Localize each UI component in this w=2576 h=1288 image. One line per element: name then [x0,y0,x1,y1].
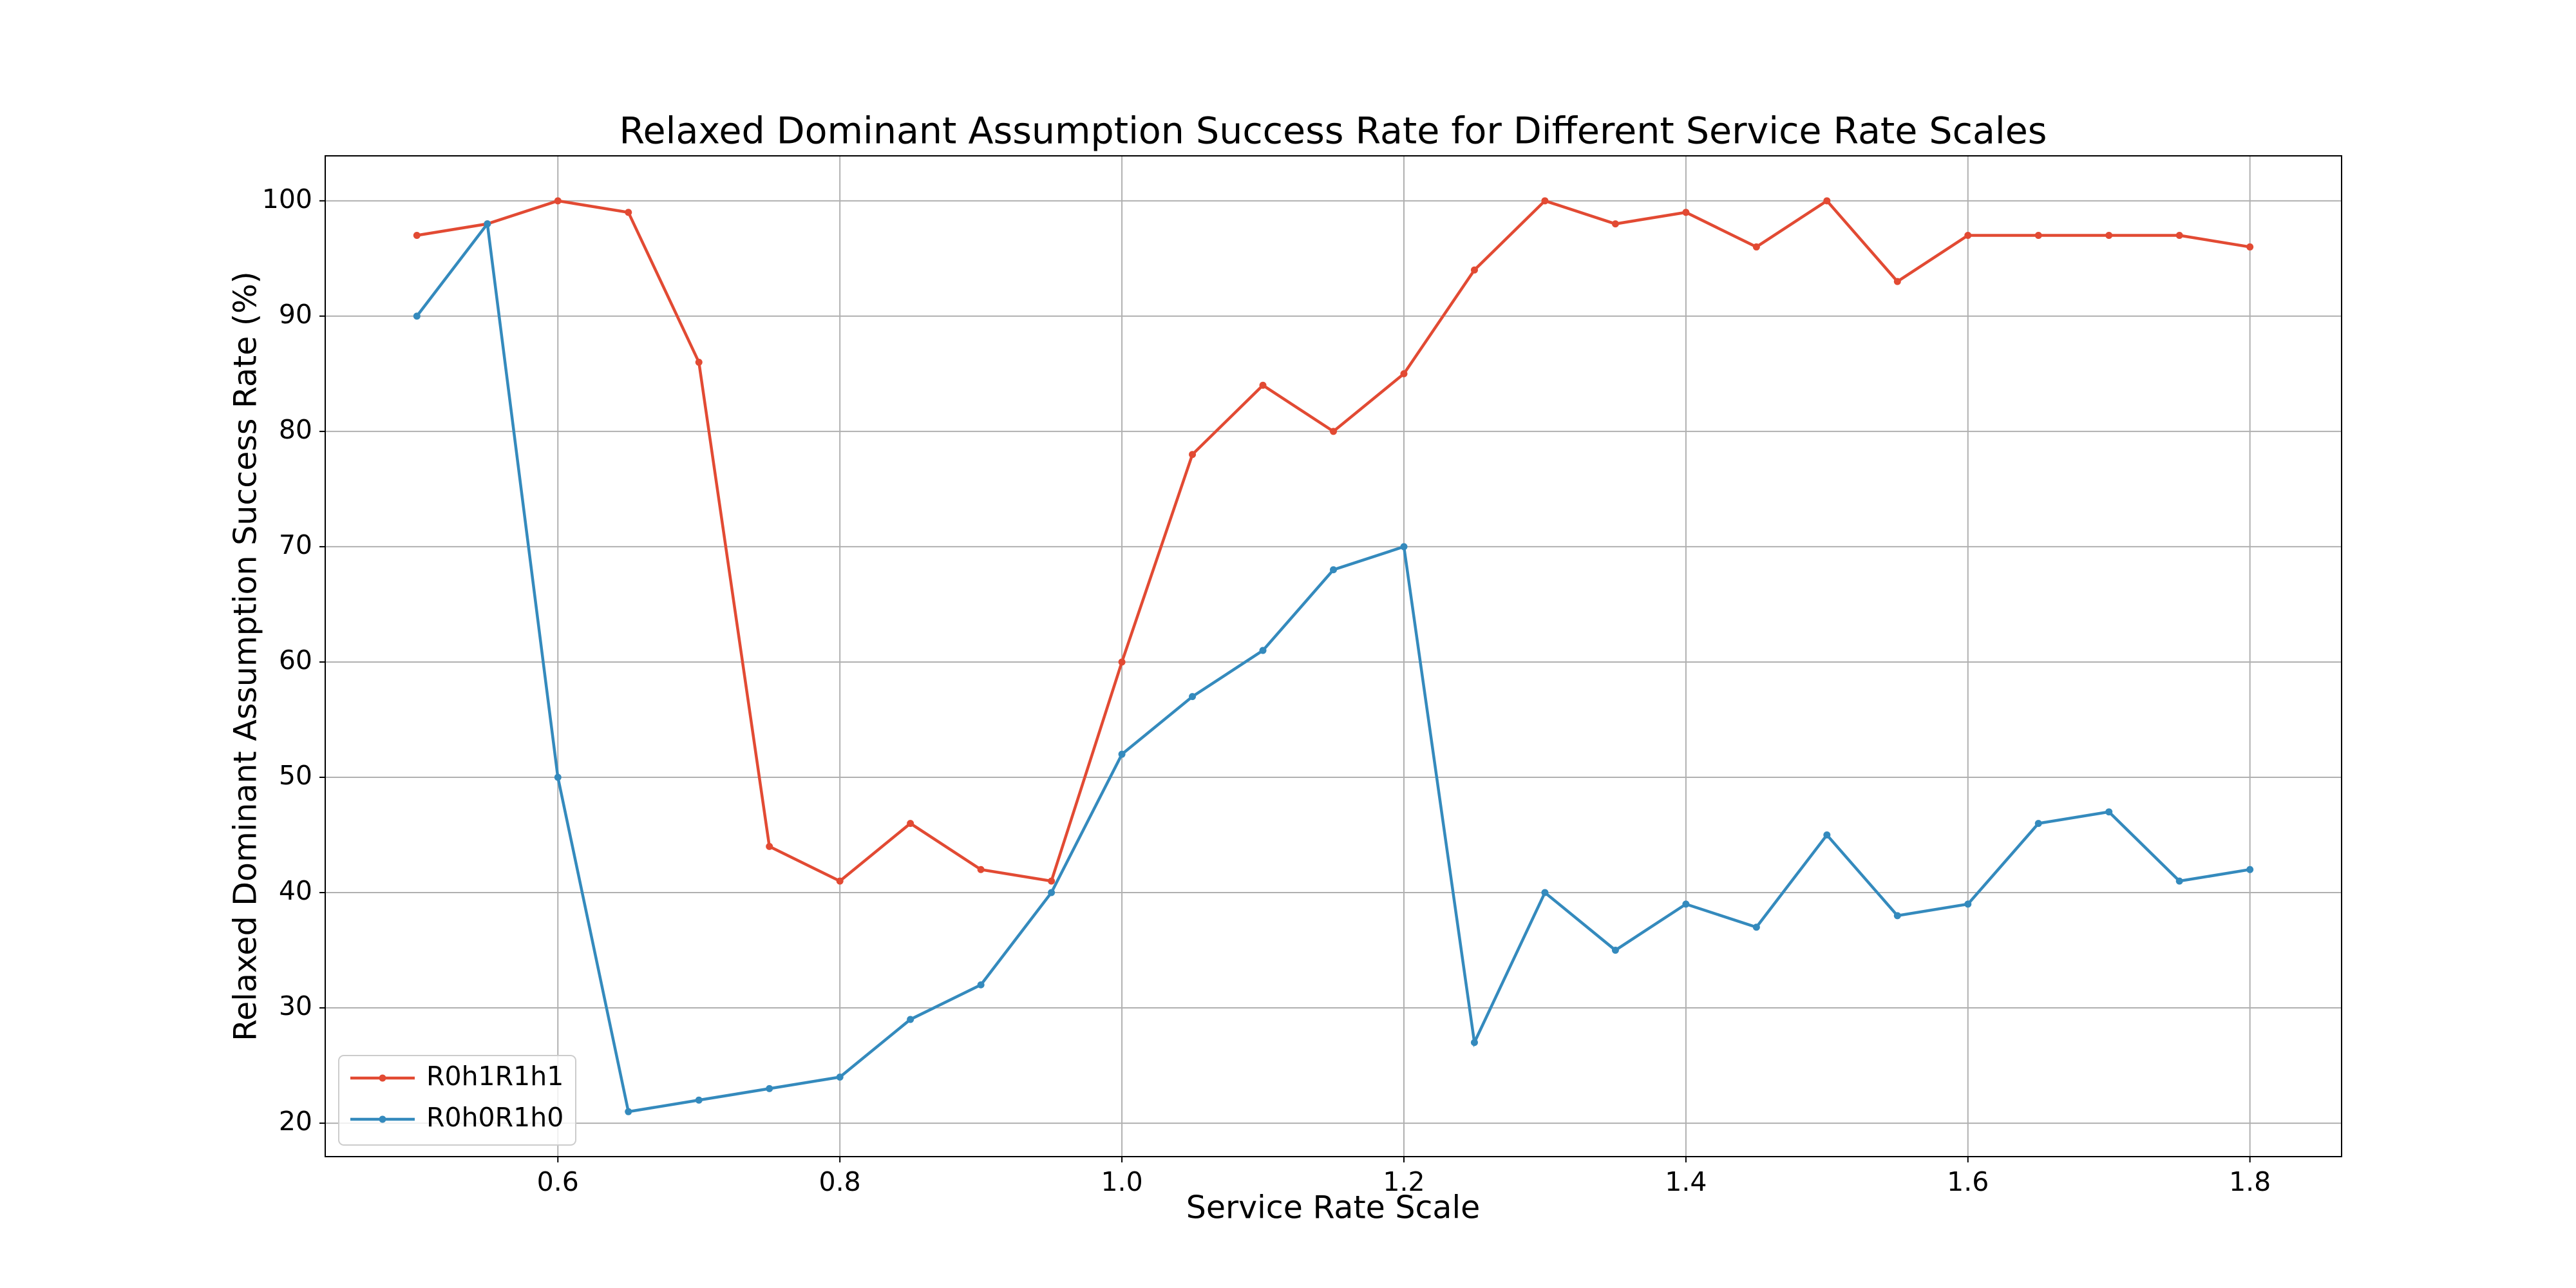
data-point [766,1084,773,1092]
legend-marker [379,1115,386,1123]
data-point [1541,197,1549,205]
data-point [907,1016,914,1023]
data-point [1400,370,1408,377]
data-point [2246,866,2254,873]
y-axis-label: Relaxed Dominant Assumption Success Rate… [227,271,264,1041]
data-point [1118,658,1126,666]
y-tick-label: 40 [279,875,312,906]
data-point [1823,831,1831,838]
data-point [1118,750,1126,758]
data-point [1541,889,1549,896]
y-tick-label: 20 [279,1106,312,1137]
x-tick-label: 1.0 [1101,1166,1142,1197]
data-point [1470,266,1478,274]
data-point [625,1108,632,1115]
x-tick-label: 0.8 [819,1166,861,1197]
legend-label: R0h1R1h1 [426,1061,564,1092]
data-point [977,866,985,873]
data-point [1682,900,1690,908]
y-tick-label: 60 [279,645,312,676]
data-point [413,312,421,320]
data-point [836,877,844,885]
data-point [1330,428,1337,435]
data-point [413,232,421,240]
data-point [2034,820,2042,828]
legend-marker [379,1074,386,1082]
y-tick-label: 100 [262,184,312,214]
x-axis-label: Service Rate Scale [1186,1189,1480,1226]
plot-frame [325,155,2342,1157]
data-point [1964,900,1972,908]
data-point [1048,889,1056,896]
data-point [1259,381,1267,389]
series-line [415,220,2251,1113]
data-point [1189,693,1197,701]
y-tick-label: 80 [279,414,312,445]
data-point [625,209,632,216]
legend-label: R0h0R1h0 [426,1102,564,1133]
data-point [766,842,773,850]
data-point [1752,923,1760,931]
data-point [2105,808,2113,816]
data-point [554,773,562,781]
data-point [1048,877,1056,885]
data-point [1259,647,1267,654]
data-point [977,981,985,989]
data-point [1470,1039,1478,1046]
data-point [1682,209,1690,216]
x-tick-label: 1.2 [1383,1166,1425,1197]
data-point [1330,566,1337,574]
data-point [836,1073,844,1081]
y-tick-label: 70 [279,529,312,560]
data-point [2105,232,2113,240]
chart-title: Relaxed Dominant Assumption Success Rate… [620,110,2047,153]
data-point [1752,243,1760,251]
x-tick-label: 1.4 [1665,1166,1707,1197]
y-tick-label: 30 [279,990,312,1021]
data-point [1964,232,1972,240]
x-tick-label: 0.6 [537,1166,579,1197]
data-point [1611,947,1619,954]
data-point [907,820,914,828]
y-tick-label: 90 [279,299,312,330]
data-point [695,1096,703,1104]
data-point [1893,912,1901,920]
x-tick-label: 1.8 [2229,1166,2271,1197]
y-tick-label: 50 [279,760,312,791]
data-point [1611,220,1619,228]
data-point [554,197,562,205]
data-point [2246,243,2254,251]
data-point [695,358,703,366]
data-point [2175,232,2183,240]
series-line [416,198,2251,883]
data-point [484,220,491,228]
data-point [2034,232,2042,240]
data-point [1189,451,1197,459]
legend: R0h1R1h1 R0h0R1h0 [338,1055,576,1146]
data-point [1400,543,1408,551]
data-point [1823,197,1831,205]
x-tick-label: 1.6 [1947,1166,1989,1197]
data-point [1893,278,1901,285]
data-point [2175,877,2183,885]
